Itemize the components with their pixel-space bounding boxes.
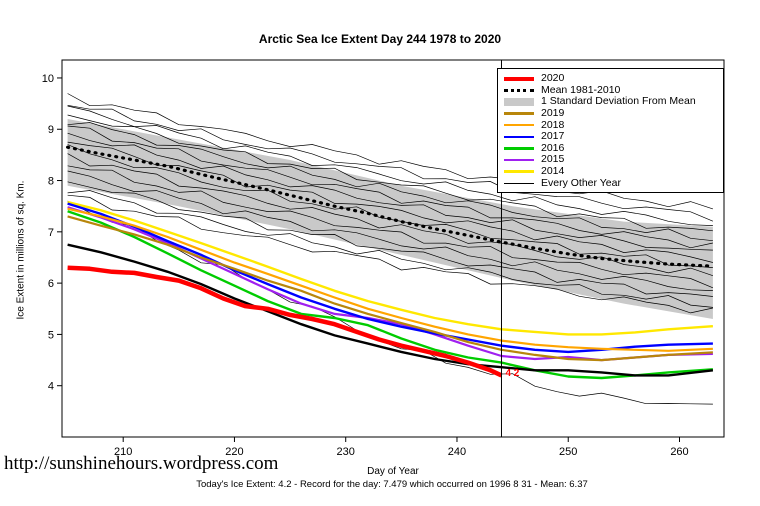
legend-label: 2016 — [541, 141, 565, 154]
year-line-2016 — [67, 210, 713, 380]
x-axis-label: Day of Year — [367, 466, 419, 477]
x-tick-label: 210 — [114, 446, 132, 458]
legend-swatch — [504, 88, 534, 92]
other-year-line — [67, 105, 713, 226]
legend-item-2014: 2014 — [504, 166, 717, 178]
legend-swatch — [504, 170, 534, 173]
legend-label: 2020 — [541, 72, 565, 85]
other-year-line — [67, 170, 713, 291]
x-tick-label: 240 — [448, 446, 466, 458]
other-year-line — [67, 114, 713, 232]
legend-label: 1 Standard Deviation From Mean — [541, 95, 696, 108]
legend-item-2020: 2020 — [504, 73, 717, 85]
y-tick-label: 9 — [48, 124, 54, 136]
year-line-2017 — [67, 202, 713, 354]
footer-stats: Today's Ice Extent: 4.2 - Record for the… — [196, 479, 588, 490]
legend-swatch — [504, 123, 534, 127]
legend-swatch — [504, 158, 534, 162]
legend-label: 2015 — [541, 153, 565, 166]
other-year-line — [67, 194, 713, 314]
other-year-line — [67, 104, 714, 222]
legend-swatch — [504, 147, 534, 150]
legend-item-1-standard-deviation-from-mean: 1 Standard Deviation From Mean — [504, 96, 717, 108]
other-year-line — [67, 190, 713, 308]
mean-line — [65, 145, 715, 268]
other-year-line — [67, 125, 713, 249]
y-axis-label: Ice Extent in millions of sq. Km. — [15, 180, 27, 320]
legend-swatch — [504, 182, 534, 184]
legend-label: Mean 1981-2010 — [541, 83, 621, 96]
other-year-line — [67, 181, 713, 297]
legend-item-mean-1981-2010: Mean 1981-2010 — [504, 83, 717, 97]
legend-swatch — [504, 135, 534, 139]
legend-label: 2019 — [541, 107, 565, 120]
legend-item-2016: 2016 — [504, 141, 717, 155]
plot-border — [61, 59, 725, 438]
x-tick-label: 220 — [225, 446, 243, 458]
y-tick-label: 6 — [48, 278, 54, 290]
legend-item-2015: 2015 — [504, 154, 717, 166]
legend-swatch — [504, 97, 534, 106]
legend-item-every-other-year: Every Other Year — [504, 177, 717, 189]
legend-swatch — [504, 112, 534, 115]
legend-label: 2014 — [541, 165, 565, 178]
legend-item-2018: 2018 — [504, 119, 717, 131]
legend-label: 2018 — [541, 118, 565, 131]
legend-item-2019: 2019 — [504, 108, 717, 120]
y-tick-label: 10 — [42, 73, 54, 85]
x-tick-label: 230 — [337, 446, 355, 458]
legend-label: Every Other Year — [541, 176, 621, 189]
current-value-annotation: 4 2 — [505, 367, 520, 379]
y-tick-label: 5 — [48, 329, 54, 341]
year-line-2018 — [67, 207, 713, 352]
legend-swatch — [504, 76, 534, 81]
other-year-line — [67, 165, 714, 289]
y-tick-label: 7 — [48, 227, 54, 239]
y-tick-label: 4 — [48, 381, 54, 393]
chart-title: Arctic Sea Ice Extent Day 244 1978 to 20… — [258, 32, 502, 46]
legend: 2020 Mean 1981-2010 1 Standard Deviation F… — [497, 68, 724, 193]
y-tick-label: 8 — [48, 176, 54, 188]
black-year-line — [67, 243, 714, 377]
legend-item-2017: 2017 — [504, 131, 717, 143]
other-year-line — [67, 122, 713, 242]
x-tick-label: 250 — [559, 446, 577, 458]
x-tick-label: 260 — [670, 446, 688, 458]
year-line-2014 — [67, 200, 713, 336]
other-year-line — [67, 153, 714, 277]
other-year-line — [67, 132, 713, 251]
legend-label: 2017 — [541, 130, 565, 143]
year-line-2019 — [67, 215, 713, 362]
line-2020 — [67, 265, 503, 378]
other-year-line — [67, 141, 713, 263]
watermark-url: http://sunshinehours.wordpress.com — [4, 453, 279, 474]
